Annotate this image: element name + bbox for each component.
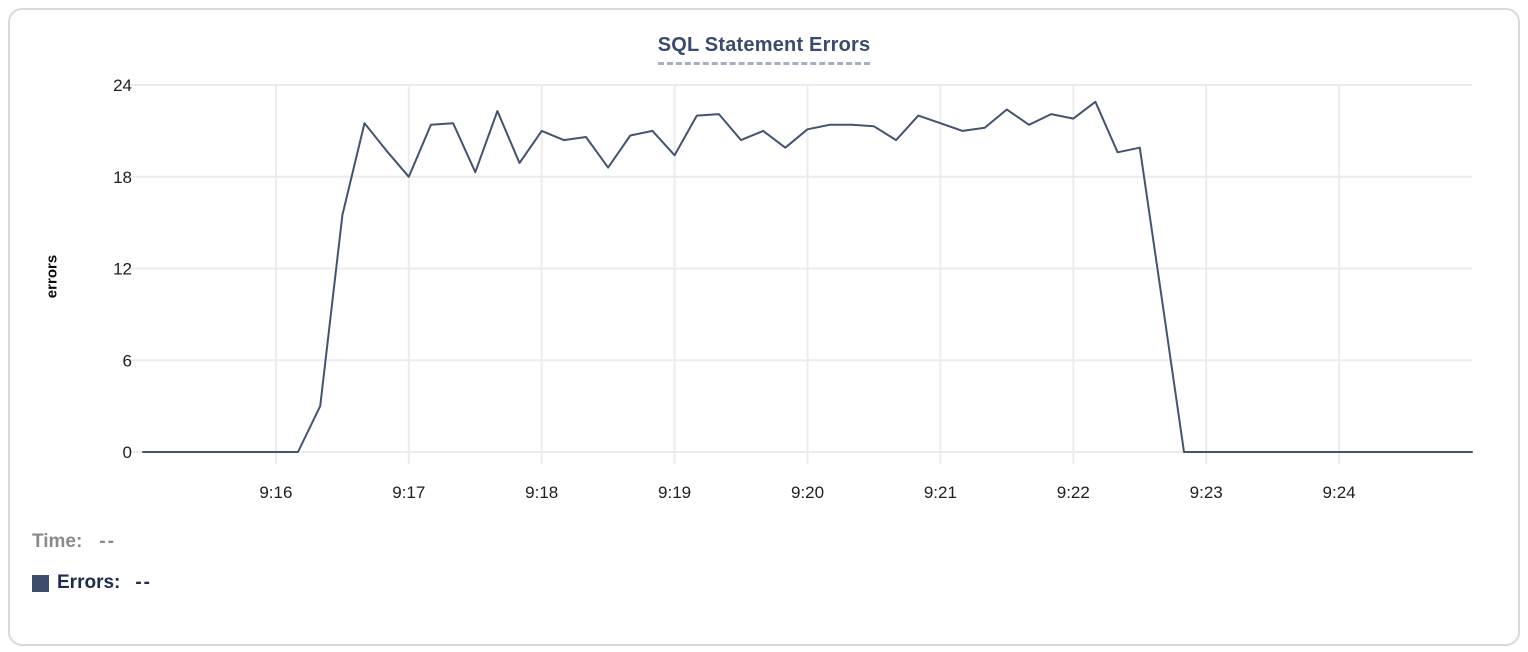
x-tick-label: 9:24 (1323, 483, 1356, 502)
errors-line-chart[interactable]: 0 6 12 18 24 9:16 9:17 9:18 9:19 9:20 9:21 9:22 9:23… (8, 8, 1520, 512)
y-tick-label: 0 (123, 443, 132, 462)
errors-series-swatch (32, 574, 49, 592)
y-tick-label: 6 (123, 351, 132, 370)
errors-readout-value: -- (135, 572, 153, 593)
x-tick-label: 9:18 (525, 483, 558, 502)
y-tick-label: 18 (113, 168, 132, 187)
x-tick-label: 9:19 (658, 483, 691, 502)
x-tick-label: 9:23 (1190, 483, 1223, 502)
y-axis-label: errors (43, 254, 61, 299)
y-tick-label: 12 (113, 260, 132, 279)
errors-readout-label: Errors: (57, 572, 121, 593)
time-readout-value: -- (99, 531, 116, 552)
chart-card: SQL Statement Errors errors 0 6 12 18 24 9:16… (8, 8, 1520, 646)
time-readout-label: Time: (32, 531, 83, 552)
x-tick-label: 9:17 (392, 483, 425, 502)
y-tick-label: 24 (113, 76, 132, 95)
hover-readout-time: Time: -- (32, 531, 116, 553)
x-tick-label: 9:21 (924, 483, 957, 502)
x-tick-label: 9:20 (791, 483, 824, 502)
x-tick-label: 9:16 (259, 483, 292, 502)
chart-title-row: SQL Statement Errors (10, 34, 1518, 65)
errors-series-line[interactable] (142, 100, 1473, 453)
legend-errors-row: Errors: -- (32, 572, 152, 594)
chart-title[interactable]: SQL Statement Errors (657, 34, 871, 65)
x-tick-label: 9:22 (1057, 483, 1090, 502)
